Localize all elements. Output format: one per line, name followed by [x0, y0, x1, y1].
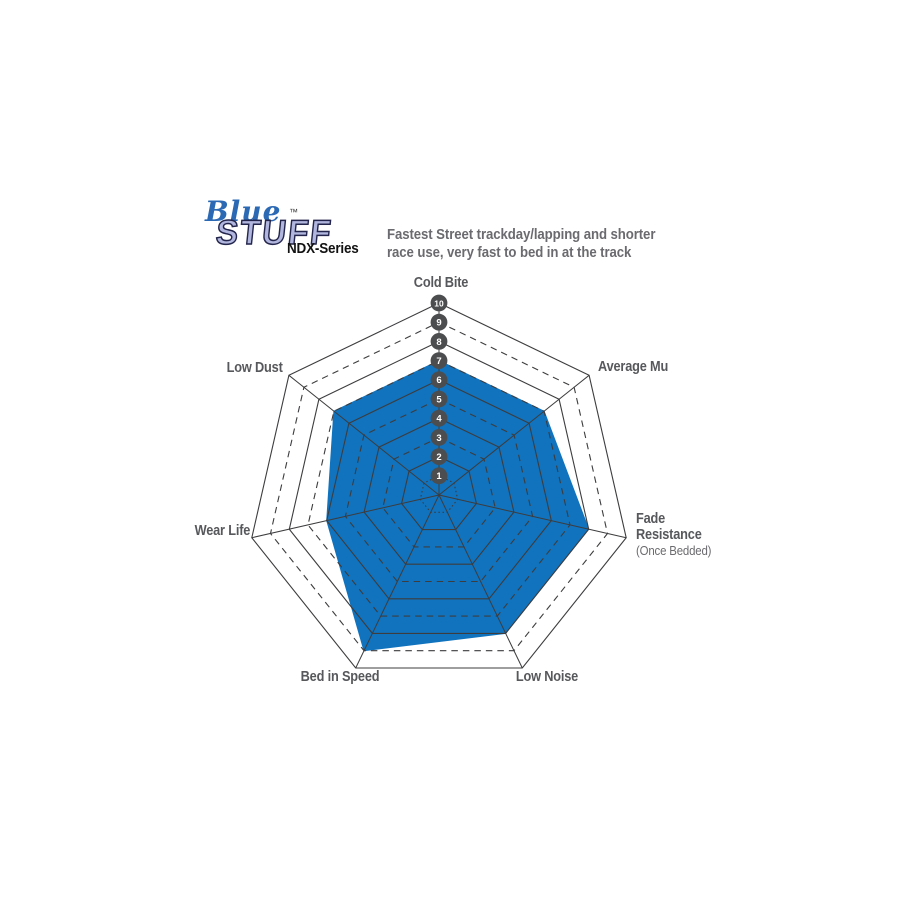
scale-marker-8 — [430, 333, 448, 350]
product-description: Fastest Street trackday/lapping and shor… — [387, 226, 655, 261]
grid-ring-1 — [419, 475, 459, 513]
axis-spoke — [251, 494, 440, 539]
axis-spoke — [438, 374, 590, 496]
scale-marker-label: 5 — [436, 394, 442, 405]
axis-spoke — [355, 494, 440, 669]
grid-ring-5 — [344, 398, 534, 583]
axis-label-average-mu: Average Mu — [598, 359, 669, 375]
scale-marker-2 — [430, 448, 448, 465]
scale-marker-1 — [430, 467, 448, 485]
scale-marker-5 — [430, 390, 448, 408]
axis-label-wear-life: Wear Life — [194, 523, 250, 539]
axis-label-low-dust: Low Dust — [226, 360, 283, 376]
scale-marker-label: 4 — [436, 414, 442, 425]
description-line-2: race use, very fast to bed in at the tra… — [387, 243, 632, 261]
scale-marker-6 — [430, 371, 448, 389]
grid-ring-7 — [307, 359, 571, 617]
grid-ring-8 — [288, 340, 590, 634]
scale-marker-7 — [430, 352, 448, 369]
scale-markers: 1 2 3 4 5 6 7 8 9 10 — [430, 294, 448, 485]
scale-marker-label: 10 — [434, 298, 444, 308]
grid-ring-6 — [326, 379, 552, 600]
grid-ring-10 — [251, 302, 627, 669]
scale-marker-label: 9 — [436, 318, 441, 329]
scale-marker-4 — [430, 409, 448, 427]
scale-marker-label: 3 — [436, 433, 441, 444]
scale-marker-3 — [430, 429, 448, 446]
grid-rings — [251, 302, 627, 669]
axis-spoke — [288, 374, 440, 496]
trademark-symbol: ™ — [289, 207, 298, 217]
grid-ring-2 — [401, 455, 477, 531]
logo-blue-text: Blue — [205, 195, 282, 228]
axis-spoke — [438, 494, 627, 539]
series-name-label: NDX-Series — [287, 241, 359, 257]
axis-sublabel: (Once Bedded) — [636, 543, 712, 559]
grid-ring-3 — [382, 436, 496, 548]
scale-marker-label: 6 — [436, 375, 441, 386]
grid-ring-4 — [363, 417, 515, 565]
grid-ring-9 — [269, 321, 609, 652]
description-line-1: Fastest Street trackday/lapping and shor… — [387, 226, 656, 243]
axis-label-fade-resistance: Fade Resistance (Once Bedded) — [636, 511, 715, 559]
scale-marker-label: 7 — [436, 356, 441, 367]
axis-spoke — [438, 494, 523, 669]
data-polygon — [326, 360, 590, 652]
axis-label-bed-in-speed: Bed in Speed — [300, 669, 380, 685]
scale-marker-label: 2 — [436, 452, 441, 463]
axis-label-cold-bite: Cold Bite — [413, 275, 469, 291]
scale-marker-10 — [430, 294, 448, 312]
bluestuff-logo: Blue STUFF ™ NDX-Series — [205, 198, 375, 266]
scale-marker-9 — [430, 313, 448, 331]
scale-marker-label: 8 — [436, 337, 441, 348]
axis-label-low-noise: Low Noise — [515, 669, 579, 685]
scale-marker-label: 1 — [436, 471, 442, 482]
